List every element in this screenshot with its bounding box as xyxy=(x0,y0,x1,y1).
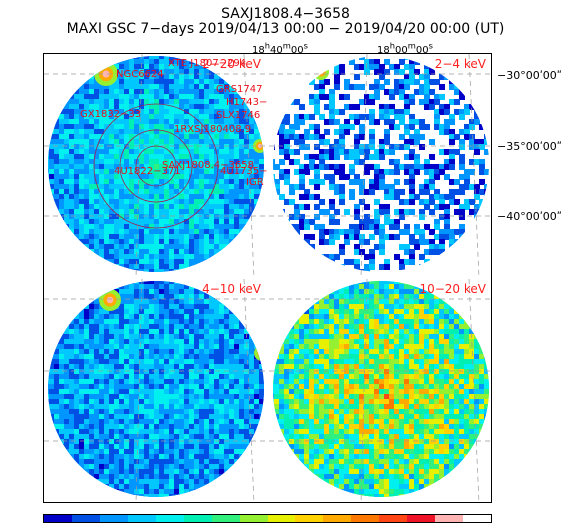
energy-band-label: 2−20 keV xyxy=(202,57,261,71)
color-scale-swatch xyxy=(127,515,156,522)
source-label: 4U1735−44 xyxy=(220,166,267,177)
color-scale-swatch xyxy=(351,515,380,522)
sky-image-10-20kev xyxy=(269,279,492,503)
energy-band-label: 2−4 keV xyxy=(434,57,486,71)
source-label: XTE J1807−294 xyxy=(168,58,247,69)
color-scale-swatch xyxy=(44,515,72,522)
color-scale-swatch xyxy=(323,515,352,522)
color-scale-swatch xyxy=(71,515,100,522)
sky-image-2-4kev xyxy=(269,54,492,278)
panel-2-20kev: 2−20 keV XTE J1807−294 NGC6624 GRS1747 H… xyxy=(44,54,267,278)
dec-label-35: −35°00ʹ00ʺ xyxy=(497,140,562,153)
color-scale-swatch xyxy=(99,515,128,522)
panel-10-20kev: 10−20 keV xyxy=(269,279,492,503)
color-scale-bar xyxy=(43,514,492,523)
dec-label-40: −40°00ʹ00ʺ xyxy=(497,210,562,223)
sky-map-frame: 2−20 keV XTE J1807−294 NGC6624 GRS1747 H… xyxy=(43,53,492,503)
source-region-circle xyxy=(119,129,193,203)
dec-label-30: −30°00ʹ00ʺ xyxy=(497,69,562,82)
color-scale-swatch xyxy=(211,515,240,522)
color-scale-swatch xyxy=(463,515,491,522)
energy-band-label: 10−20 keV xyxy=(419,282,486,296)
sky-image-4-10kev xyxy=(44,279,267,503)
source-label: GX1832−33 xyxy=(80,109,142,120)
image-title: SAXJ1808.4−3658 xyxy=(221,6,350,22)
color-scale-swatch xyxy=(155,515,184,522)
color-scale-swatch xyxy=(295,515,324,522)
source-label: 1RXSJ180408.9 xyxy=(174,124,252,135)
source-label: SAXJ1808.4−3658 xyxy=(162,160,254,171)
ra-label-1840: 18h40m00s18h40m00s xyxy=(252,41,308,57)
energy-band-label: 4−10 keV xyxy=(202,282,261,296)
panel-2-4kev: 2−4 keV xyxy=(269,54,492,278)
source-label: SLX1746 xyxy=(216,110,261,121)
ra-label-1800: 18h00m00s18h00m00s xyxy=(377,41,433,57)
source-label: IGR xyxy=(246,177,264,188)
color-scale-swatch xyxy=(183,515,212,522)
image-subtitle: MAXI GSC 7−days 2019/04/13 00:00 − 2019/… xyxy=(66,21,505,37)
color-scale-swatch xyxy=(379,515,408,522)
source-label: NGC6624 xyxy=(116,69,164,80)
color-scale-swatch xyxy=(267,515,296,522)
color-scale-swatch xyxy=(239,515,268,522)
color-scale-swatch xyxy=(407,515,436,522)
source-label: GRS1747 xyxy=(216,84,263,95)
source-region-circle xyxy=(93,103,219,229)
sky-image-2-20kev xyxy=(44,54,267,278)
source-label: H1743− xyxy=(226,97,267,108)
source-label: 4U1822−371 xyxy=(114,166,181,177)
color-scale-swatch xyxy=(435,515,464,522)
source-region-circle xyxy=(135,145,177,187)
panel-4-10kev: 4−10 keV xyxy=(44,279,267,503)
